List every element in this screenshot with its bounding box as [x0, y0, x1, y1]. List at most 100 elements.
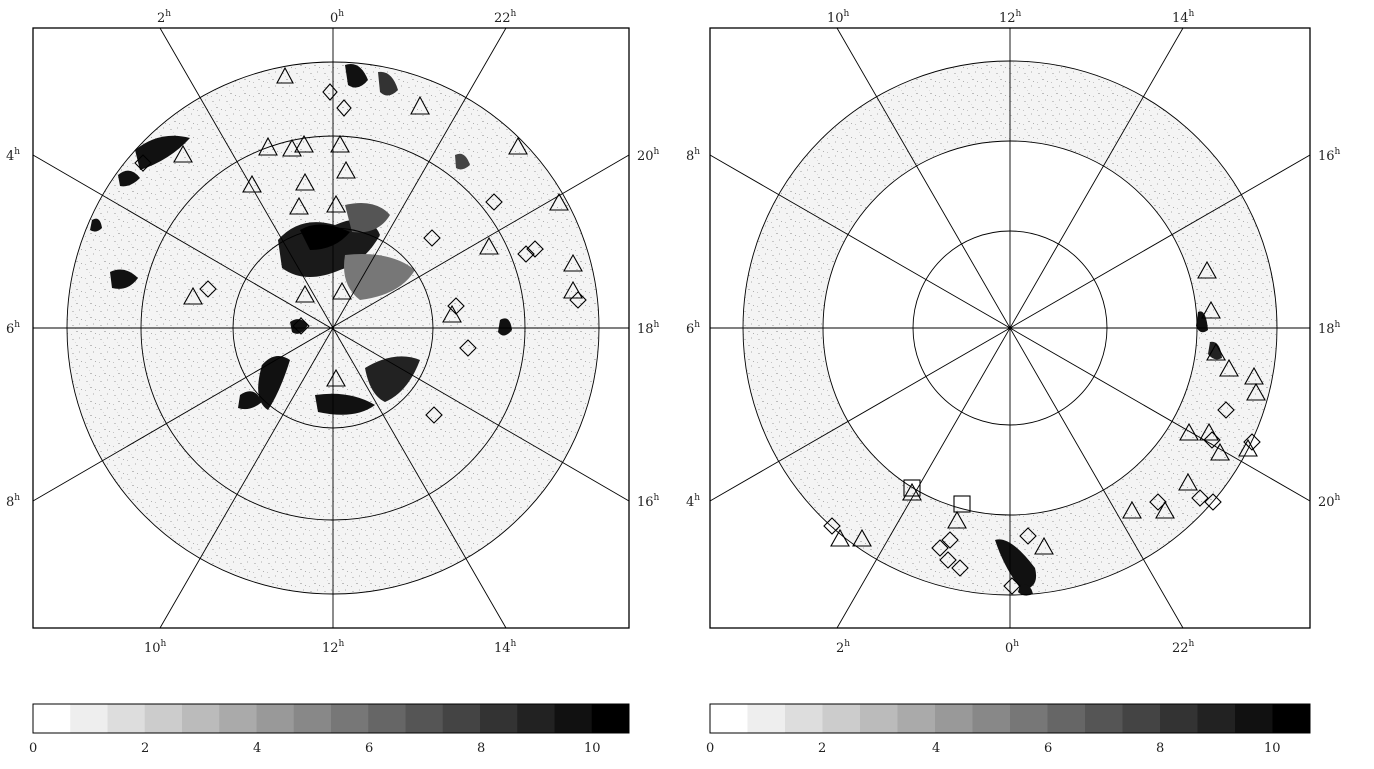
source-markers — [134, 66, 587, 424]
diamond-marker — [134, 154, 152, 172]
diamond-marker — [1217, 401, 1235, 419]
square-marker — [953, 495, 971, 513]
diamond-marker — [823, 517, 841, 535]
triangle-marker — [173, 144, 193, 163]
triangle-marker — [1246, 382, 1266, 401]
ra-label: 14h — [1172, 9, 1195, 26]
diamond-marker — [1243, 433, 1261, 451]
colorbar-step — [972, 704, 1011, 733]
colorbar-step — [480, 704, 518, 733]
colorbar-tick: 0 — [706, 741, 714, 756]
colorbar-tick: 4 — [932, 741, 940, 756]
ra-label: 8h — [686, 147, 700, 164]
colorbar-step — [33, 704, 71, 733]
colorbar-step — [442, 704, 481, 733]
colorbar-step — [1010, 704, 1048, 733]
colorbar-step — [822, 704, 861, 733]
ra-labels-south: 10h 12h 14h 2h 0h 22h 8h 6h 4h 16h 18h 2… — [686, 9, 1341, 656]
colorbar-south — [709, 703, 1311, 734]
colorbar-north — [32, 703, 630, 734]
colorbar-step — [1272, 704, 1311, 733]
diamond-marker — [322, 83, 338, 101]
triangle-marker — [258, 136, 278, 156]
colorbar-frame — [709, 703, 1311, 734]
ra-label: 20h — [1318, 493, 1341, 510]
emission-regions — [90, 64, 512, 415]
colorbar-tick: 6 — [1044, 741, 1052, 756]
colorbar-step — [219, 704, 257, 733]
triangle-marker — [1178, 472, 1198, 491]
colorbar-tick: 2 — [141, 741, 149, 756]
colorbar-step — [293, 704, 332, 733]
triangle-marker — [563, 280, 583, 299]
triangle-marker — [326, 368, 346, 387]
map-panel-north: 2h 0h 22h 10h 12h 14h 4h 6h 8h 20h 18h 1… — [6, 9, 660, 656]
colorbar-step — [517, 704, 555, 733]
ra-label: 22h — [1172, 639, 1195, 656]
triangle-marker — [563, 253, 583, 272]
emission-regions — [995, 311, 1222, 596]
triangle-marker — [1179, 422, 1199, 441]
colorbar-tick: 8 — [1156, 741, 1164, 756]
triangle-marker — [1155, 500, 1175, 519]
colorbar-tick: 10 — [584, 741, 601, 756]
colorbar-step — [70, 704, 108, 733]
diamond-marker — [459, 339, 477, 357]
ra-label: 18h — [1318, 320, 1341, 337]
colorbar-step — [1085, 704, 1123, 733]
diamond-marker — [199, 280, 217, 298]
colorbar-step — [256, 704, 295, 733]
diamond-marker — [1149, 493, 1167, 511]
ra-labels-north: 2h 0h 22h 10h 12h 14h 4h 6h 8h 20h 18h 1… — [6, 9, 660, 656]
colorbar-step — [331, 704, 369, 733]
colorbar-ticks-north: 0 2 4 6 8 10 — [29, 741, 601, 756]
ra-label: 12h — [322, 639, 345, 656]
diamond-marker — [423, 229, 441, 247]
colorbar-frame — [32, 703, 630, 734]
triangle-marker — [1210, 442, 1230, 461]
diamond-marker — [485, 193, 503, 211]
colorbar-step — [591, 704, 630, 733]
triangle-marker — [1244, 366, 1264, 385]
diamond-marker — [951, 559, 969, 577]
triangle-marker — [1122, 500, 1142, 519]
triangle-marker — [1201, 300, 1221, 319]
diamond-marker — [931, 539, 949, 557]
ra-label: 10h — [827, 9, 850, 26]
triangle-marker — [289, 196, 309, 215]
ra-grid-lines — [710, 28, 1310, 628]
triangle-marker — [902, 482, 922, 501]
ra-label: 6h — [686, 320, 700, 337]
diamond-marker — [1191, 489, 1209, 507]
map-panel-south: 10h 12h 14h 2h 0h 22h 8h 6h 4h 16h 18h 2… — [686, 9, 1341, 656]
triangle-marker — [183, 286, 203, 305]
ra-label: 6h — [6, 320, 20, 337]
diamond-marker — [526, 240, 544, 258]
diamond-marker — [939, 551, 957, 569]
square-marker — [903, 479, 921, 497]
ra-label: 14h — [494, 639, 517, 656]
triangle-marker — [852, 528, 872, 547]
triangle-marker — [295, 284, 315, 303]
triangle-marker — [508, 136, 528, 155]
colorbar-step — [144, 704, 183, 733]
diamond-marker — [447, 297, 465, 315]
colorbar-step — [107, 704, 146, 733]
triangle-marker — [1206, 342, 1226, 361]
triangle-marker — [330, 134, 350, 153]
ra-label: 18h — [637, 320, 660, 337]
ra-label: 0h — [330, 9, 344, 26]
colorbar-tick: 2 — [818, 741, 826, 756]
triangle-marker — [276, 66, 294, 84]
colorbar-step — [554, 704, 593, 733]
ra-label: 0h — [1005, 639, 1019, 656]
colorbar-tick: 8 — [477, 741, 485, 756]
colorbar-step — [1160, 704, 1198, 733]
triangle-marker — [947, 510, 967, 529]
triangle-marker — [282, 138, 302, 157]
colorbar-step — [785, 704, 823, 733]
diamond-marker — [336, 99, 352, 117]
colorbar-step — [368, 704, 406, 733]
source-markers — [823, 260, 1266, 595]
colorbar-step — [1047, 704, 1086, 733]
